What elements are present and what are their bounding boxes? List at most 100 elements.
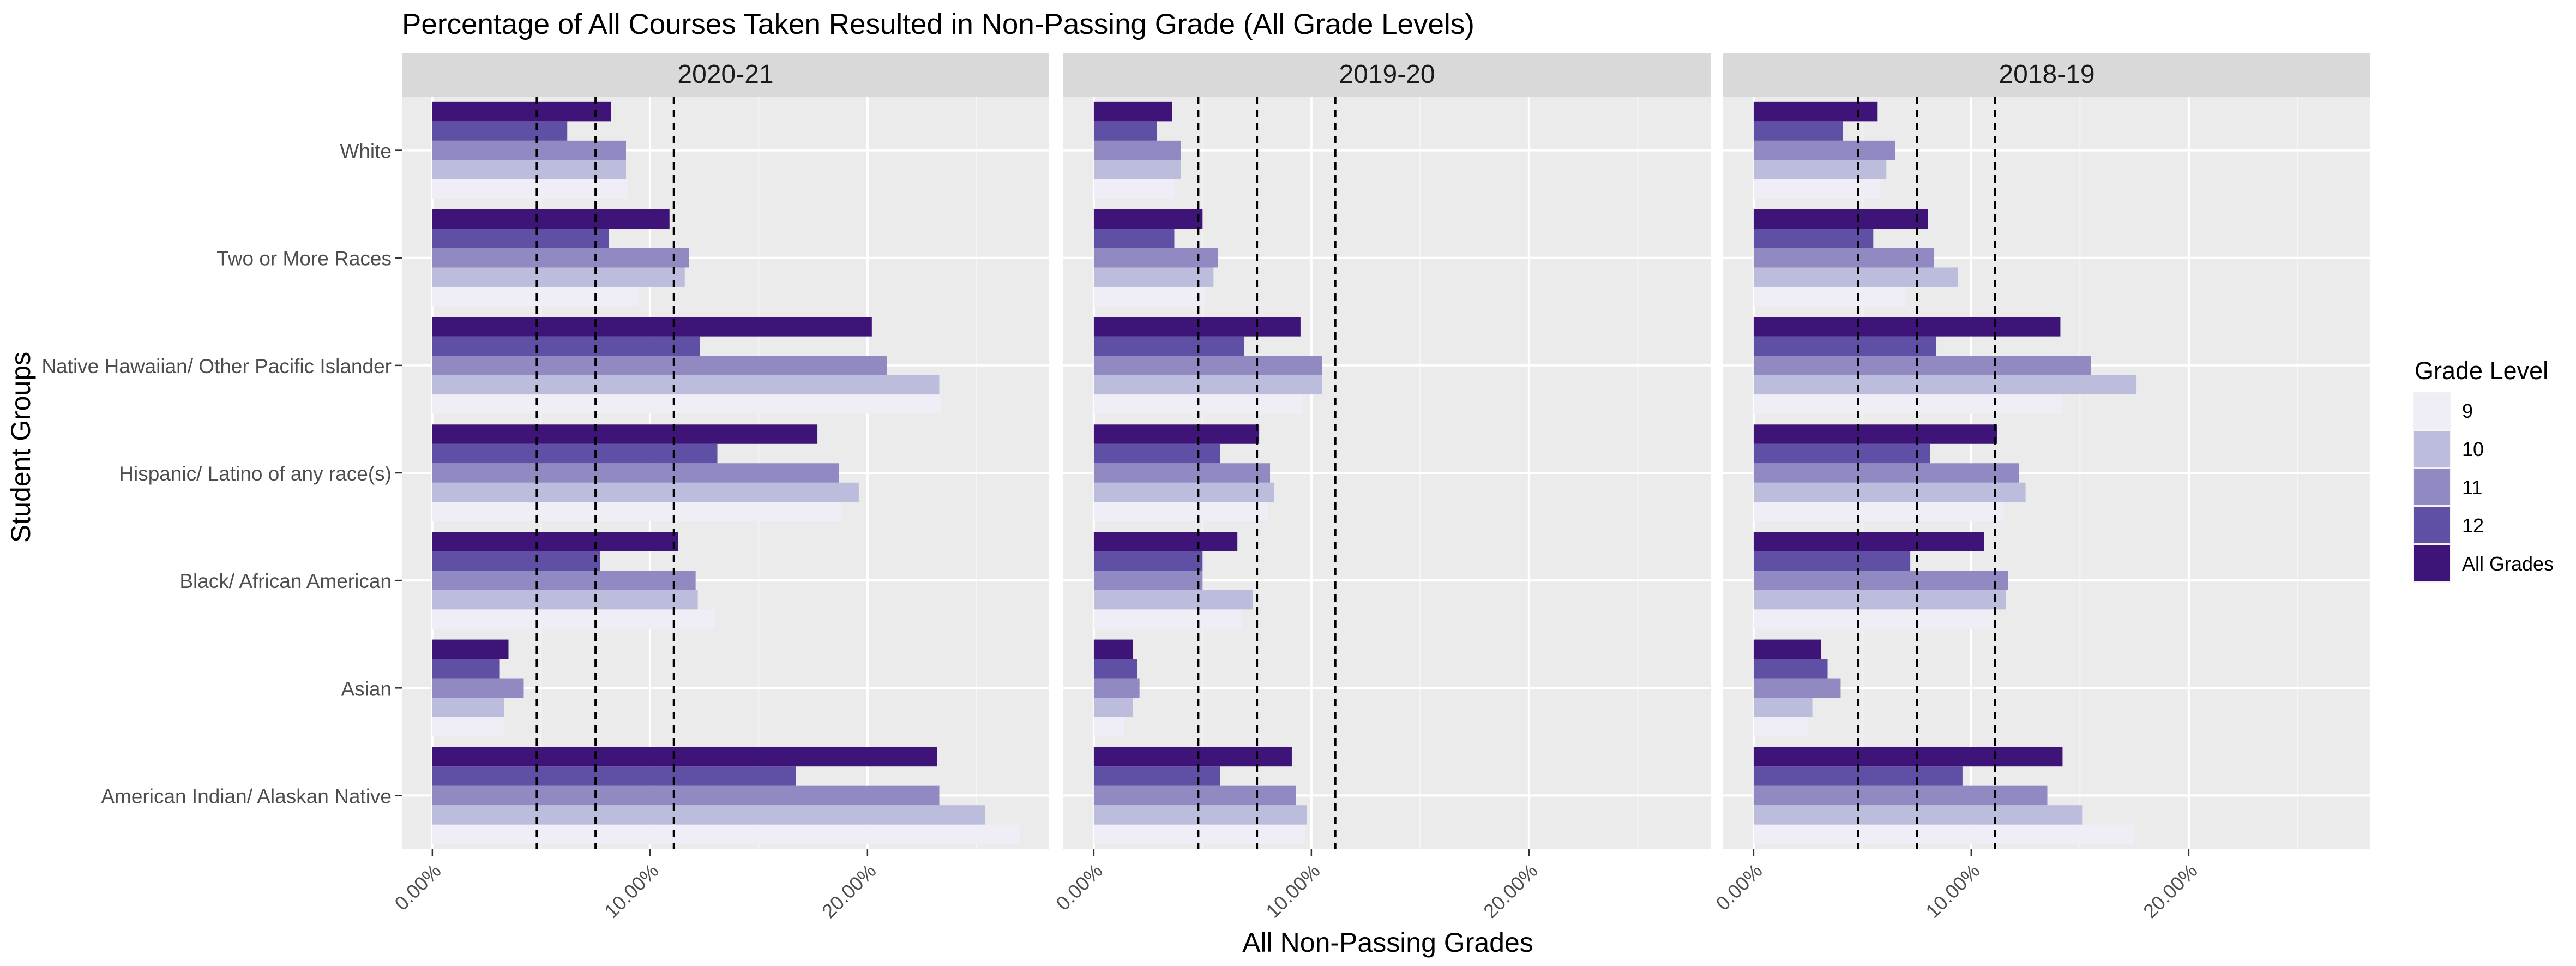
bar-12 xyxy=(1753,659,1828,679)
panel-strip xyxy=(1723,53,2370,97)
bar-12 xyxy=(432,121,568,141)
bar-10 xyxy=(1093,805,1307,825)
bar-11 xyxy=(1753,678,1841,698)
bar-9 xyxy=(1093,717,1124,736)
bar-10 xyxy=(1093,375,1322,395)
category-label: Two or More Races xyxy=(216,248,392,270)
bar-11 xyxy=(1093,463,1271,483)
bar-10 xyxy=(432,698,504,717)
x-tick-label: 20.00% xyxy=(817,860,880,922)
bar-9 xyxy=(1753,286,1906,307)
bar-11 xyxy=(1753,463,2019,483)
bar-9 xyxy=(432,824,1020,844)
bar-12 xyxy=(432,336,700,356)
bar-All Grades xyxy=(432,209,670,229)
bar-11 xyxy=(1753,140,1895,160)
legend-title: Grade Level xyxy=(2415,357,2548,385)
bar-All Grades xyxy=(1093,424,1260,444)
legend-label: 12 xyxy=(2462,514,2484,537)
bar-10 xyxy=(432,267,685,287)
category-label: Native Hawaiian/ Other Pacific Islander xyxy=(41,355,392,377)
bar-All Grades xyxy=(1753,424,1997,444)
bar-11 xyxy=(432,571,696,590)
bar-12 xyxy=(1753,551,1911,571)
bar-11 xyxy=(1093,571,1203,590)
bar-9 xyxy=(432,394,942,414)
bar-11 xyxy=(432,356,887,375)
bar-All Grades xyxy=(1093,209,1203,229)
bar-All Grades xyxy=(1093,101,1172,122)
bar-10 xyxy=(432,805,985,825)
panel-2020-21: 2020-21 0.00% 10.00% 20.00% xyxy=(390,53,1049,922)
x-axis-label: All Non-Passing Grades xyxy=(1242,927,1533,958)
bar-9 xyxy=(1753,394,2063,414)
bar-12 xyxy=(1753,443,1930,464)
bar-12 xyxy=(1093,336,1244,356)
bar-12 xyxy=(432,551,600,571)
bar-9 xyxy=(432,717,504,736)
bar-12 xyxy=(432,659,500,679)
bar-12 xyxy=(1753,121,1843,141)
legend-label: 11 xyxy=(2462,476,2482,499)
bar-10 xyxy=(1753,160,1887,179)
bar-11 xyxy=(1093,140,1181,160)
bar-All Grades xyxy=(432,532,678,551)
legend-key-12 xyxy=(2414,507,2450,543)
bar-12 xyxy=(432,766,796,786)
legend-label: 10 xyxy=(2462,438,2484,460)
bar-9 xyxy=(1753,179,1880,199)
bar-All Grades xyxy=(432,639,509,659)
legend-key-9 xyxy=(2414,393,2450,429)
bar-All Grades xyxy=(432,424,818,444)
chart-title: Percentage of All Courses Taken Resulted… xyxy=(402,8,1474,40)
bar-11 xyxy=(1753,356,2091,375)
category-labels: American Indian/ Alaskan Native Asian Blac… xyxy=(41,140,402,807)
bar-All Grades xyxy=(432,747,937,767)
panel-2019-20: 2019-20 0.00% 10.00% 20.00% xyxy=(1051,53,1711,922)
bar-11 xyxy=(432,463,839,483)
bar-12 xyxy=(1093,766,1220,786)
bar-12 xyxy=(1093,229,1175,248)
legend-key-All Grades xyxy=(2414,545,2450,581)
legend-key-10 xyxy=(2414,431,2450,467)
bar-12 xyxy=(1093,443,1220,464)
bar-10 xyxy=(432,590,698,610)
category-label: White xyxy=(340,140,392,163)
bar-9 xyxy=(432,502,841,521)
bar-All Grades xyxy=(1753,747,2063,767)
x-tick-label: 0.00% xyxy=(1711,860,1766,915)
bar-10 xyxy=(1093,267,1214,287)
bar-9 xyxy=(1093,179,1175,199)
chart-panels: 2020-21 0.00% 10.00% 20.00% 2019-20 0.00% 10.0… xyxy=(390,53,2370,922)
bar-12 xyxy=(1093,551,1203,571)
bar-10 xyxy=(432,482,859,502)
bar-All Grades xyxy=(432,101,611,122)
bar-12 xyxy=(1753,229,1874,248)
bar-9 xyxy=(1093,286,1205,307)
legend-label: All Grades xyxy=(2462,553,2554,575)
bar-9 xyxy=(1093,502,1268,521)
bar-10 xyxy=(1753,375,2137,395)
bar-9 xyxy=(1093,609,1242,629)
bar-10 xyxy=(1093,590,1253,610)
bar-9 xyxy=(1753,502,2004,521)
bar-10 xyxy=(1753,698,1813,717)
bar-11 xyxy=(1753,248,1935,268)
bar-11 xyxy=(432,140,626,160)
bar-All Grades xyxy=(1753,317,2061,337)
bar-11 xyxy=(1093,785,1296,806)
bar-10 xyxy=(1753,267,1958,287)
legend-label: 9 xyxy=(2462,400,2473,422)
bar-10 xyxy=(1093,482,1275,502)
legend-key-11 xyxy=(2414,469,2450,505)
bar-All Grades xyxy=(1093,747,1292,767)
x-tick-label: 10.00% xyxy=(1261,860,1324,922)
bar-10 xyxy=(432,160,626,179)
bar-12 xyxy=(432,229,609,248)
bar-10 xyxy=(432,375,940,395)
bar-11 xyxy=(1093,678,1140,698)
panel-2018-19: 2018-19 0.00% 10.00% 20.00% xyxy=(1711,53,2370,922)
legend: Grade Level 9 10 11 12 All Grades xyxy=(2413,357,2554,583)
